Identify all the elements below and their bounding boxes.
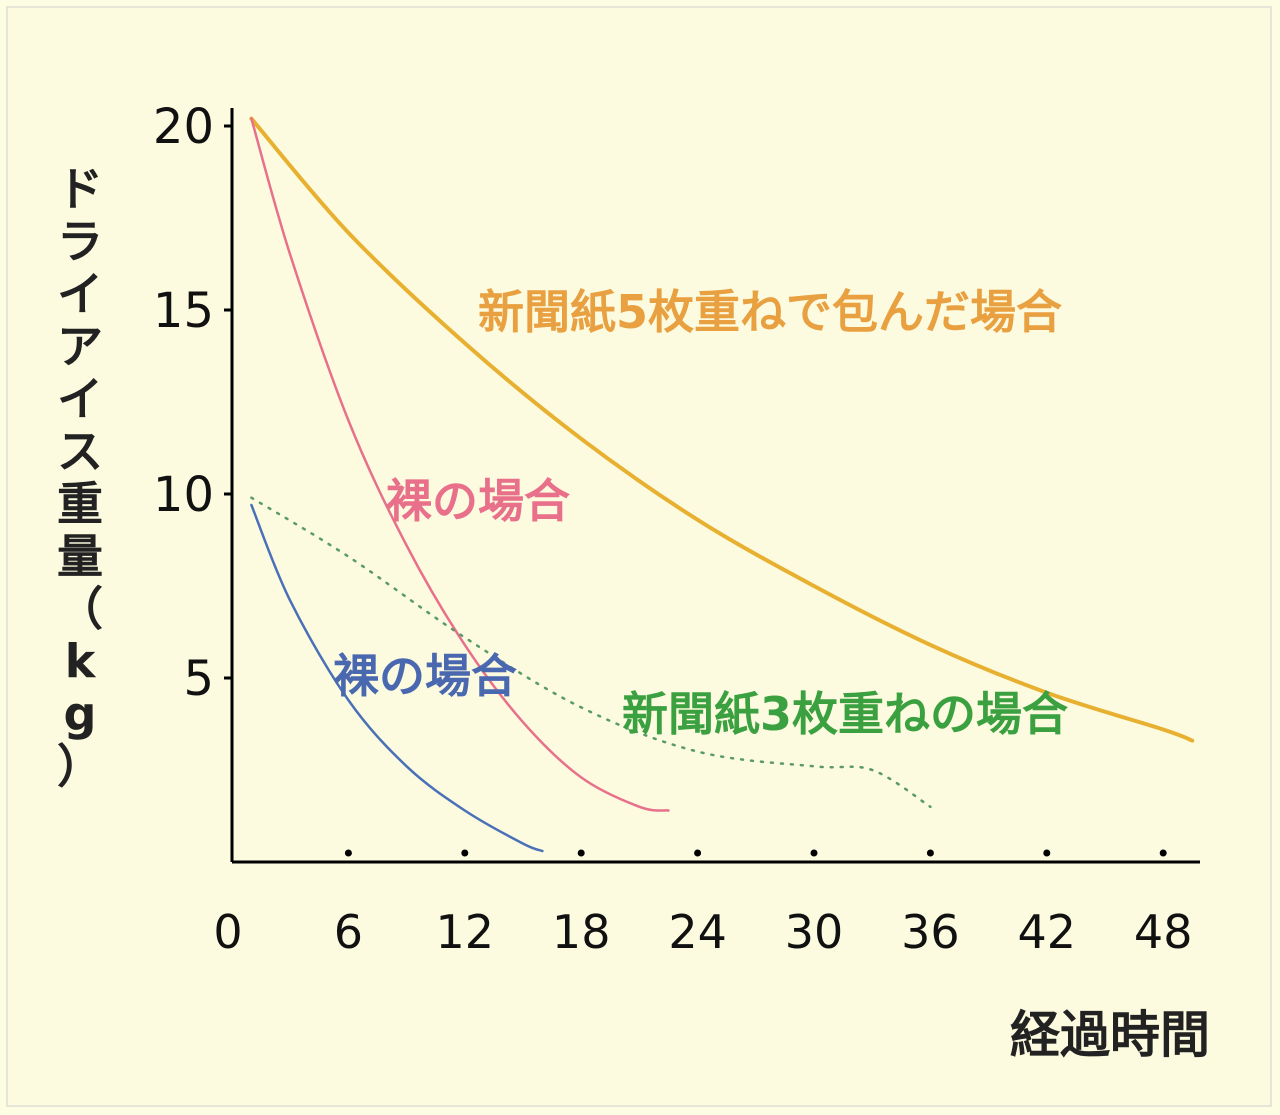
x-tick [926,849,934,857]
y-tick-label: 5 [183,651,214,707]
series-line-newspaper-3-layers [250,496,932,809]
axes: 20 15 10 5 0 6 12 18 24 30 36 42 48 経過時間 ドライアイス重量（ k g） [57,99,1210,1064]
x-tick [1159,849,1167,857]
x-axis-title: 経過時間 [1010,1006,1210,1064]
series-line-newspaper-5-layers [249,116,1195,743]
series-line-bare-2 [250,503,544,853]
series-layer [249,116,1195,853]
x-tick-label: 30 [785,905,844,959]
series-line-bare-1 [250,117,670,812]
annotation-newspaper-5-layers: 新聞紙5枚重ねで包んだ場合 [478,285,1062,339]
x-tick-label: 36 [901,905,960,959]
y-tick-label: 10 [153,467,214,523]
x-tick [1043,849,1051,857]
x-tick [810,849,818,857]
x-tick [344,849,352,857]
y-tick-label: 15 [153,283,214,339]
chart-frame [6,6,1272,1107]
x-tick [694,849,702,857]
x-tick-label: 48 [1134,905,1193,959]
x-tick-label: 42 [1018,905,1077,959]
x-tick-label: 18 [552,905,611,959]
x-tick-label: 12 [436,905,495,959]
y-axis-title: ドライアイス重量（ k g） [57,162,103,794]
y-tick-label: 20 [153,99,214,155]
x-tick [577,849,585,857]
annotation-bare-2: 裸の場合 [333,649,517,703]
x-tick-label: 0 [213,905,242,959]
x-tick-label: 6 [334,905,363,959]
x-tick [461,849,469,857]
x-tick-label: 24 [668,905,727,959]
annotation-bare-1: 裸の場合 [386,474,570,528]
annotation-newspaper-3-layers: 新聞紙3枚重ねの場合 [622,687,1068,741]
